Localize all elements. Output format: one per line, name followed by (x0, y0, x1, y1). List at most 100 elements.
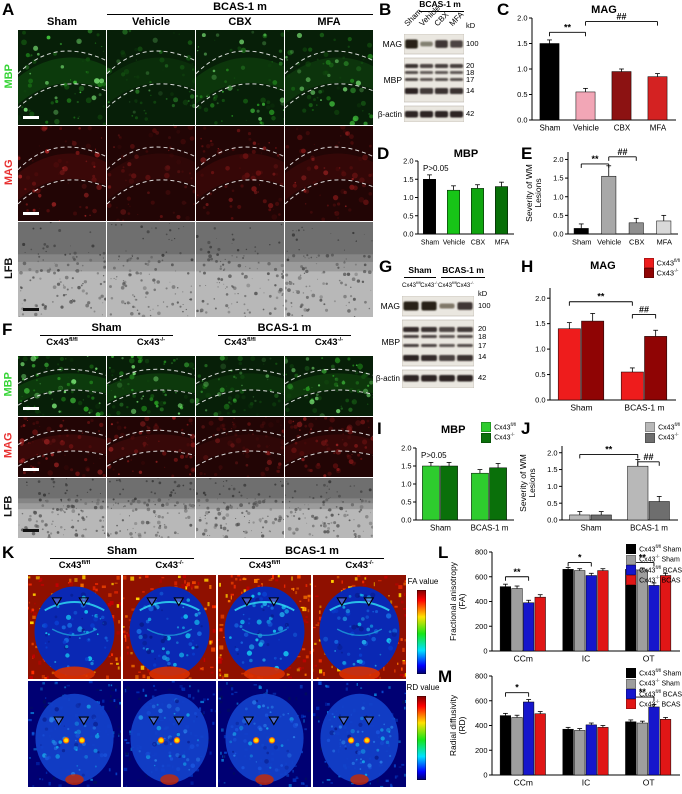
panel-label-I: I (377, 419, 382, 438)
svg-text:P>0.05: P>0.05 (423, 164, 449, 173)
svg-text:MBP: MBP (454, 148, 478, 160)
svg-text:OT: OT (643, 654, 655, 664)
micro-a-mbp-vehicle (107, 30, 195, 125)
panel-label-A: A (2, 0, 15, 19)
colhdr-f-1: Cx43-/- (136, 337, 166, 349)
svg-text:BCAS-1 m: BCAS-1 m (471, 524, 509, 533)
legend-item: Cx43fl/fl (645, 422, 680, 433)
svg-text:Vehicle: Vehicle (597, 238, 621, 247)
colhdr-f-3: Cx43-/- (314, 337, 344, 349)
legend-I: Cx43fl/fl Cx43-/- (481, 422, 516, 443)
colhdr-a-sham: Sham (47, 16, 77, 28)
chart-panel-C: 0.0 0.5 1.0 1.5 2.0 Sham Vehicle CBX MFA ** ## MAG (500, 2, 682, 138)
legend-swatch (626, 678, 637, 689)
chart-panel-I: 0.0 0.5 1.0 1.5 2.0 Sham BCAS-1 m MBP P>0.05 Cx43… (386, 422, 518, 536)
micro-a-lfb-sham (18, 222, 106, 317)
svg-text:IC: IC (582, 778, 591, 788)
k-sham-underline (50, 558, 194, 560)
mri-rd-col1 (123, 681, 216, 787)
svg-text:BCAS-1 m: BCAS-1 m (630, 524, 668, 533)
kd-label: 14 (466, 86, 475, 95)
svg-text:2.0: 2.0 (553, 155, 563, 164)
legend-swatch (626, 544, 637, 555)
svg-text:*: * (578, 553, 582, 563)
micro-f-mbp-col1 (107, 356, 195, 416)
kd-label: 42 (466, 109, 475, 118)
panel-label-J: J (521, 419, 531, 438)
svg-text:**: ** (639, 687, 647, 697)
kd-label: kD (478, 289, 488, 298)
svg-text:400: 400 (475, 597, 488, 606)
svg-text:MAG: MAG (591, 4, 617, 16)
legend-item: Cx43-/- (643, 268, 680, 279)
chart-panel-H: 0.0 0.5 1.0 1.5 2.0 Sham BCAS-1 m ** ## MAG Cx43fl… (518, 258, 682, 418)
svg-text:CCm: CCm (514, 654, 533, 664)
legend-J: Cx43fl/fl Cx43-/- (645, 422, 680, 443)
micro-a-mag-mfa (285, 126, 373, 221)
svg-text:CBX: CBX (614, 124, 631, 133)
svg-text:0.5: 0.5 (403, 211, 413, 220)
protein-label: MBP (383, 75, 402, 85)
mri-rd-col0 (28, 681, 121, 787)
kd-label: 14 (478, 352, 487, 361)
svg-text:600: 600 (475, 696, 488, 705)
grouphdr-f-sham-underline (40, 335, 173, 337)
svg-text:MBP: MBP (441, 424, 465, 436)
svg-text:0.0: 0.0 (535, 396, 545, 405)
legend-H: Cx43fl/fl Cx43-/- (643, 258, 680, 279)
svg-text:Vehicle: Vehicle (443, 240, 466, 247)
chart-panel-J: 0.0 0.5 1.0 1.5 2.0 Sham BCAS-1 m ** ## Severity … (514, 422, 682, 536)
mri-rd-col2 (218, 681, 311, 787)
legend-item: Cx43-/- BCAS (626, 699, 682, 710)
svg-text:BCAS-1 m: BCAS-1 m (624, 403, 664, 413)
chart-panel-D: 0.0 0.5 1.0 1.5 2.0 Sham Vehicle CBX MFA MBP P>0.0… (388, 146, 518, 250)
svg-text:Severity of WMLesions: Severity of WMLesions (524, 164, 543, 222)
panel-label-G: G (379, 257, 393, 276)
blotG-lane-label: Cx43fl/fl (438, 281, 457, 289)
k-colhdr-2: Cx43fl/fl (248, 560, 281, 572)
panel-label-M: M (438, 667, 453, 686)
legend-swatch (645, 432, 656, 443)
chart-panel-E: 0.0 0.5 1.0 1.5 2.0 Sham Vehicle CBX MFA ** ## Seve… (520, 146, 682, 250)
legend-item: Cx43fl/fl BCAS (626, 689, 682, 699)
svg-text:Vehicle: Vehicle (573, 124, 599, 133)
panel-label-C: C (497, 0, 510, 19)
mri-fa-col3 (313, 575, 406, 679)
svg-text:**: ** (591, 154, 599, 164)
svg-text:MAG: MAG (590, 260, 616, 272)
legend-swatch (626, 554, 637, 565)
svg-text:200: 200 (475, 746, 488, 755)
micro-f-mag-col0 (18, 417, 106, 477)
legend-item: Cx43-/- Sham (626, 554, 682, 565)
protein-label: MBP (381, 337, 400, 347)
svg-text:1.5: 1.5 (547, 465, 557, 474)
svg-text:800: 800 (475, 672, 488, 681)
blotB-lane-mfa: MFA (447, 10, 466, 29)
k-colhdr-3: Cx43-/- (345, 560, 374, 572)
svg-text:600: 600 (475, 572, 488, 581)
mri-fa-col0 (28, 575, 121, 679)
panel-label-E: E (521, 144, 533, 163)
svg-text:0.5: 0.5 (401, 498, 411, 507)
svg-text:##: ## (616, 12, 626, 22)
legend-swatch (626, 564, 637, 575)
chart-panel-M: 0 200 400 600 800 CCm IC OT * ** Radial diffusivit… (448, 668, 682, 790)
svg-text:##: ## (639, 304, 649, 314)
svg-text:Sham: Sham (421, 240, 439, 247)
legend-item: Cx43fl/fl (481, 422, 516, 433)
blotB-image (404, 34, 464, 122)
rowlabel-f-mag: MAG (2, 432, 15, 459)
legend-swatch (643, 258, 654, 269)
svg-text:2.0: 2.0 (403, 157, 413, 166)
svg-text:**: ** (514, 567, 522, 577)
legend-swatch (626, 688, 637, 699)
protein-label: MAG (380, 301, 400, 311)
protein-label: β-actin (377, 110, 402, 119)
colhdr-f-2: Cx43fl/fl (224, 337, 256, 349)
blotG-image (402, 296, 474, 388)
svg-text:2.0: 2.0 (517, 14, 527, 23)
svg-text:Radial diffusivity(RD): Radial diffusivity(RD) (448, 694, 467, 756)
svg-text:IC: IC (582, 654, 591, 664)
svg-text:1.0: 1.0 (403, 193, 413, 202)
kd-label: 100 (466, 39, 479, 48)
